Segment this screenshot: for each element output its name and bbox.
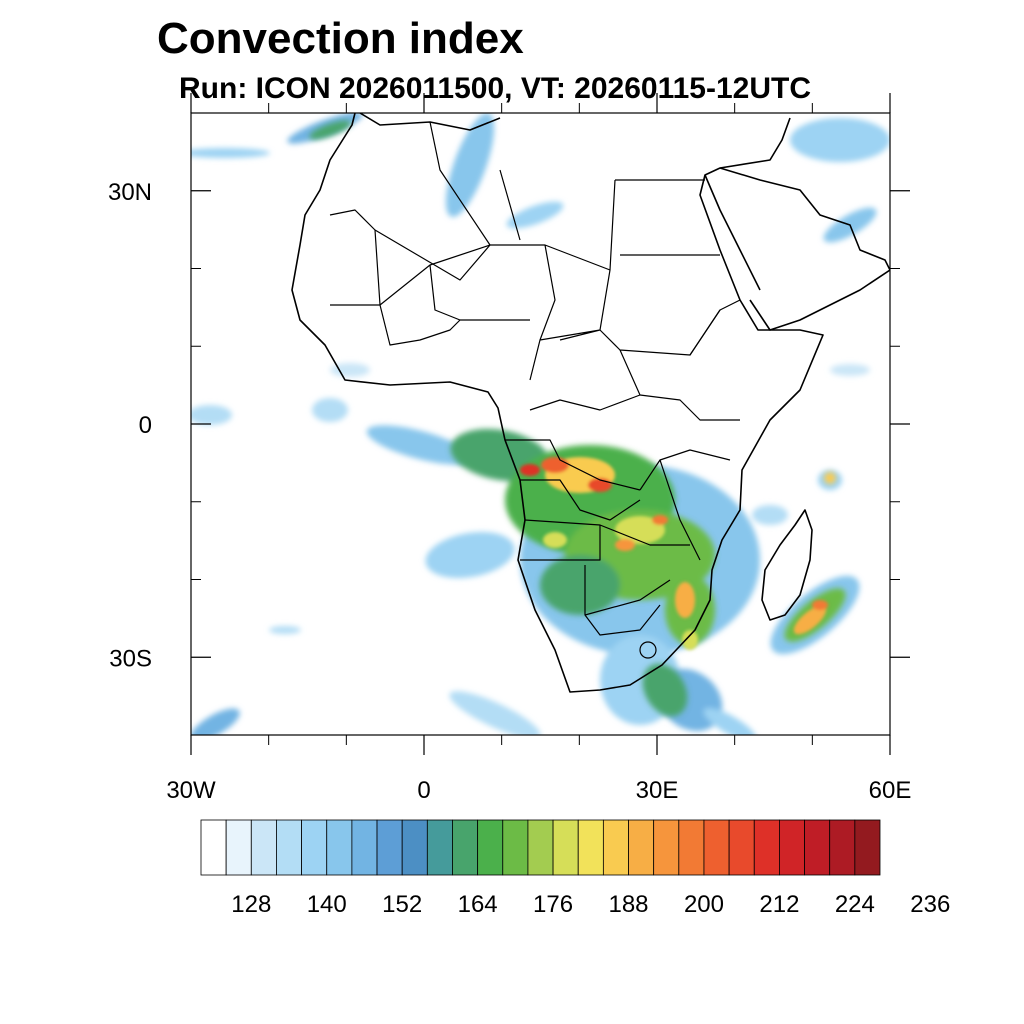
colorbar-label: 176 xyxy=(533,891,573,918)
colorbar-swatch-20 xyxy=(704,820,729,875)
convection-low-values xyxy=(180,107,890,748)
sahara-borders xyxy=(375,170,740,355)
colorbar-swatch-24 xyxy=(805,820,830,875)
lon-tick-label: 60E xyxy=(869,777,912,804)
lat-tick-label: 0 xyxy=(139,412,152,439)
colorbar-swatch-15 xyxy=(578,820,603,875)
map-figure: 30W 0 30E 60E 30N 0 30S 128 140 152 164 176 188 200 2… xyxy=(0,0,1024,1024)
colorbar-label: 200 xyxy=(684,891,724,918)
colorbar-swatch-7 xyxy=(377,820,402,875)
colorbar-label: 212 xyxy=(759,891,799,918)
colorbar-label: 236 xyxy=(910,891,950,918)
colorbar-swatch-17 xyxy=(629,820,654,875)
colorbar-swatch-5 xyxy=(327,820,352,875)
colorbar: 128 140 152 164 176 188 200 212 224 236 xyxy=(201,820,950,918)
lon-tick-label: 30E xyxy=(636,777,679,804)
colorbar-swatch-21 xyxy=(729,820,754,875)
colorbar-swatch-22 xyxy=(754,820,779,875)
colorbar-label: 188 xyxy=(608,891,648,918)
colorbar-label: 164 xyxy=(458,891,498,918)
colorbar-swatch-23 xyxy=(779,820,804,875)
colorbar-swatch-16 xyxy=(603,820,628,875)
lon-tick-label: 30W xyxy=(166,777,216,804)
colorbar-swatch-14 xyxy=(553,820,578,875)
colorbar-swatch-19 xyxy=(679,820,704,875)
colorbar-swatch-12 xyxy=(503,820,528,875)
colorbar-label: 128 xyxy=(231,891,271,918)
colorbar-swatch-3 xyxy=(276,820,301,875)
colorbar-swatch-2 xyxy=(251,820,276,875)
colorbar-label: 152 xyxy=(382,891,422,918)
colorbar-swatch-10 xyxy=(452,820,477,875)
colorbar-swatch-9 xyxy=(427,820,452,875)
colorbar-swatch-1 xyxy=(226,820,251,875)
colorbar-label: 140 xyxy=(307,891,347,918)
colorbar-swatch-25 xyxy=(830,820,855,875)
arabia-coastline xyxy=(720,168,890,330)
colorbar-swatch-4 xyxy=(302,820,327,875)
lat-tick-label: 30N xyxy=(108,179,152,206)
convection-field xyxy=(180,107,890,748)
colorbar-swatch-0 xyxy=(201,820,226,875)
lon-tick-label: 0 xyxy=(417,777,430,804)
colorbar-swatch-8 xyxy=(402,820,427,875)
colorbar-swatch-11 xyxy=(478,820,503,875)
colorbar-swatch-13 xyxy=(528,820,553,875)
colorbar-swatch-26 xyxy=(855,820,880,875)
colorbar-label: 224 xyxy=(835,891,875,918)
colorbar-swatch-18 xyxy=(654,820,679,875)
lat-tick-label: 30S xyxy=(109,645,152,672)
colorbar-swatch-6 xyxy=(352,820,377,875)
